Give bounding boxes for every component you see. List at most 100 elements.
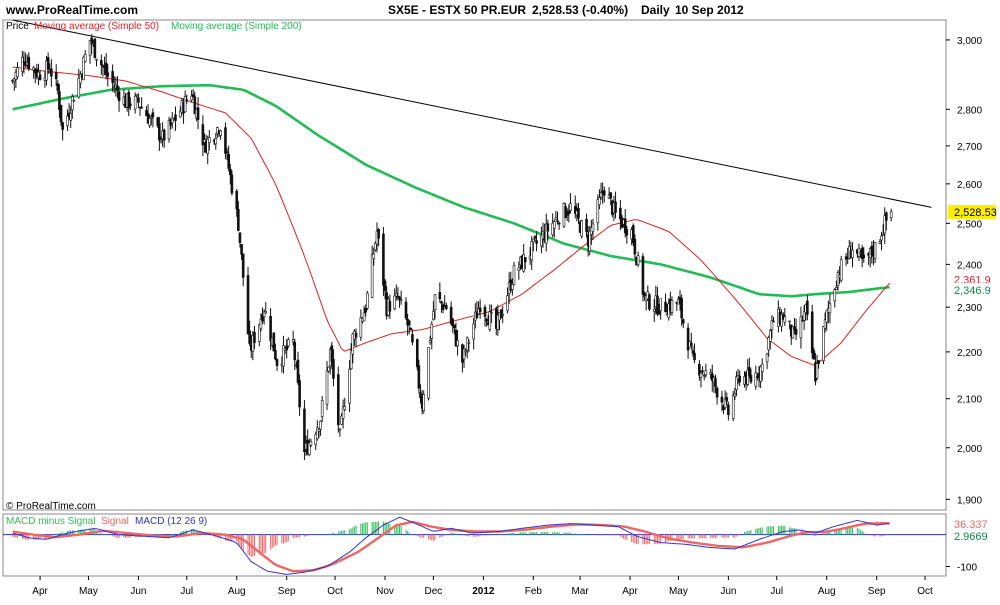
ma200-value-tag: 2,346.9 [948, 282, 996, 297]
candle [768, 329, 772, 350]
price-tick-label: 2,700 [957, 142, 982, 153]
candle [22, 51, 26, 74]
svg-text:36.337: 36.337 [954, 519, 988, 531]
candle [135, 94, 139, 98]
candle [359, 309, 363, 342]
candle [156, 116, 160, 128]
candle [791, 326, 795, 339]
candle [704, 363, 708, 378]
candle [643, 291, 646, 301]
macd-axis: -100 [946, 562, 977, 573]
candle [889, 208, 893, 222]
instrument-name: SX5E - ESTX 50 PR.EUR [388, 3, 526, 17]
hist-value-tag: 2.9669 [948, 529, 996, 543]
candle [544, 213, 548, 252]
candle [535, 231, 538, 252]
candle [433, 294, 437, 320]
copyright: © ProRealTime.com [6, 501, 96, 512]
candle [659, 298, 662, 320]
time-axis: Apr May Jun Jul Aug Sep Oct Nov Dec 2012 Feb Mar Apr… [32, 576, 933, 597]
svg-text:2,346.9: 2,346.9 [954, 285, 991, 297]
candle [253, 325, 256, 350]
candle [733, 387, 737, 400]
candle [79, 71, 82, 89]
candle [885, 211, 888, 231]
candle [475, 301, 479, 319]
candle [382, 226, 385, 297]
candle [314, 431, 318, 451]
candle [862, 247, 866, 263]
candle [179, 106, 182, 118]
candle [159, 136, 163, 144]
candle [451, 318, 455, 333]
time-tick-label: Oct [327, 586, 343, 597]
candle [596, 194, 600, 231]
candle [577, 202, 580, 224]
candle [793, 317, 796, 335]
candle [727, 401, 730, 421]
candle [45, 56, 48, 86]
candle [258, 323, 261, 347]
time-tick-label: Jun [130, 586, 146, 597]
ma200-line [12, 83, 890, 298]
candle [746, 359, 750, 387]
candle [336, 366, 340, 433]
candle [407, 320, 411, 335]
candle [348, 360, 351, 413]
candle [104, 53, 108, 80]
candle [511, 278, 514, 296]
candle [417, 359, 421, 394]
candle [327, 366, 330, 373]
candle [598, 189, 601, 210]
candle [522, 244, 525, 273]
candle [788, 320, 791, 330]
candle [693, 343, 696, 364]
header-date: 10 Sep 2012 [675, 3, 744, 17]
candle [701, 366, 704, 375]
candle [208, 129, 211, 151]
candle [216, 126, 219, 138]
candle [90, 34, 93, 55]
candle [148, 114, 151, 129]
candle [404, 297, 408, 321]
candle [370, 245, 374, 299]
candle [151, 108, 155, 128]
time-tick-label: Apr [622, 586, 638, 597]
candle [158, 116, 161, 151]
candle [116, 76, 119, 99]
candle [372, 247, 376, 266]
candle [748, 357, 751, 379]
candle [506, 287, 509, 314]
candle [530, 236, 534, 270]
time-tick-label: Sep [278, 586, 296, 597]
price-tick-label: 2,400 [957, 260, 982, 271]
candle [652, 298, 656, 323]
price-tick-label: 3,000 [957, 36, 982, 47]
candle [591, 218, 595, 241]
candle [699, 370, 703, 388]
candle [765, 352, 769, 369]
candle [133, 92, 137, 114]
candle [71, 94, 74, 119]
candle [552, 219, 556, 238]
candle [291, 330, 295, 346]
signal-line [12, 520, 890, 573]
candle [467, 339, 471, 353]
candle [274, 343, 277, 361]
candle [219, 129, 222, 140]
candle [441, 302, 445, 314]
candle [686, 323, 690, 359]
candle [801, 315, 804, 322]
candle [565, 208, 569, 222]
candle [485, 317, 488, 327]
period: Daily [641, 3, 670, 17]
candle [681, 318, 685, 329]
candle [415, 338, 419, 371]
candle [82, 55, 85, 81]
candle [59, 104, 63, 126]
candle [815, 354, 819, 380]
candle [272, 332, 276, 352]
candle [145, 106, 148, 117]
candle [338, 428, 342, 437]
candle [341, 399, 345, 429]
